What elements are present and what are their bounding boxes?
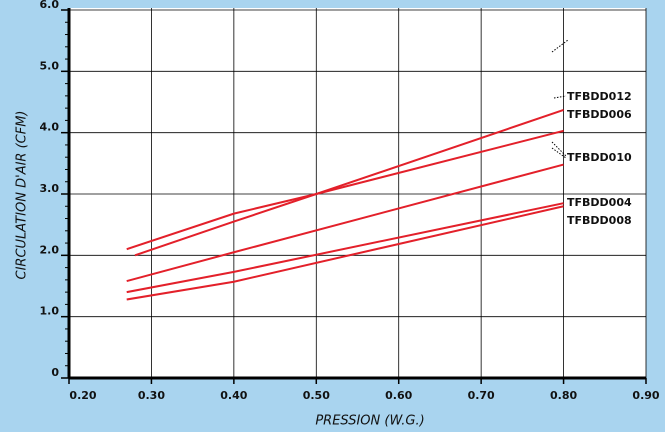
x-tick-label: 0.40: [220, 389, 247, 402]
x-tick-label: 0.60: [385, 389, 412, 402]
x-tick-label: 0.70: [468, 389, 495, 402]
series-line: [134, 129, 564, 257]
x-tick-label: 0.20: [69, 389, 96, 402]
plot-area: [69, 8, 646, 378]
series-line: [126, 163, 564, 283]
leader: [551, 39, 569, 53]
series-label: TFBDD008: [567, 214, 632, 227]
x-tick-label: 0.30: [138, 389, 165, 402]
leader: [553, 95, 567, 99]
y-tick-label: 2.0: [40, 243, 60, 256]
y-tick-label: 1.0: [40, 305, 60, 318]
x-tick-label: 0.80: [550, 389, 577, 402]
series-label: TFBDD010: [567, 151, 632, 164]
y-tick-label: 4.0: [40, 121, 60, 134]
series-line: [126, 202, 564, 294]
series-label: TFBDD012: [567, 90, 632, 103]
series-label: TFBDD006: [567, 108, 632, 121]
series-line: [126, 109, 564, 251]
series-line: [126, 205, 564, 301]
series-label: TFBDD004: [567, 196, 632, 209]
x-axis-title: PRESSION (W.G.): [315, 414, 424, 429]
y-tick-label: 6.0: [40, 0, 60, 11]
y-tick-label: 0: [51, 366, 59, 379]
x-tick-label: 0.90: [632, 389, 659, 402]
y-axis-title: CIRCULATION D'AIR (CFM): [15, 111, 30, 280]
y-tick-label: 3.0: [40, 182, 60, 195]
x-tick-label: 0.50: [303, 389, 330, 402]
y-tick-label: 5.0: [40, 59, 60, 72]
